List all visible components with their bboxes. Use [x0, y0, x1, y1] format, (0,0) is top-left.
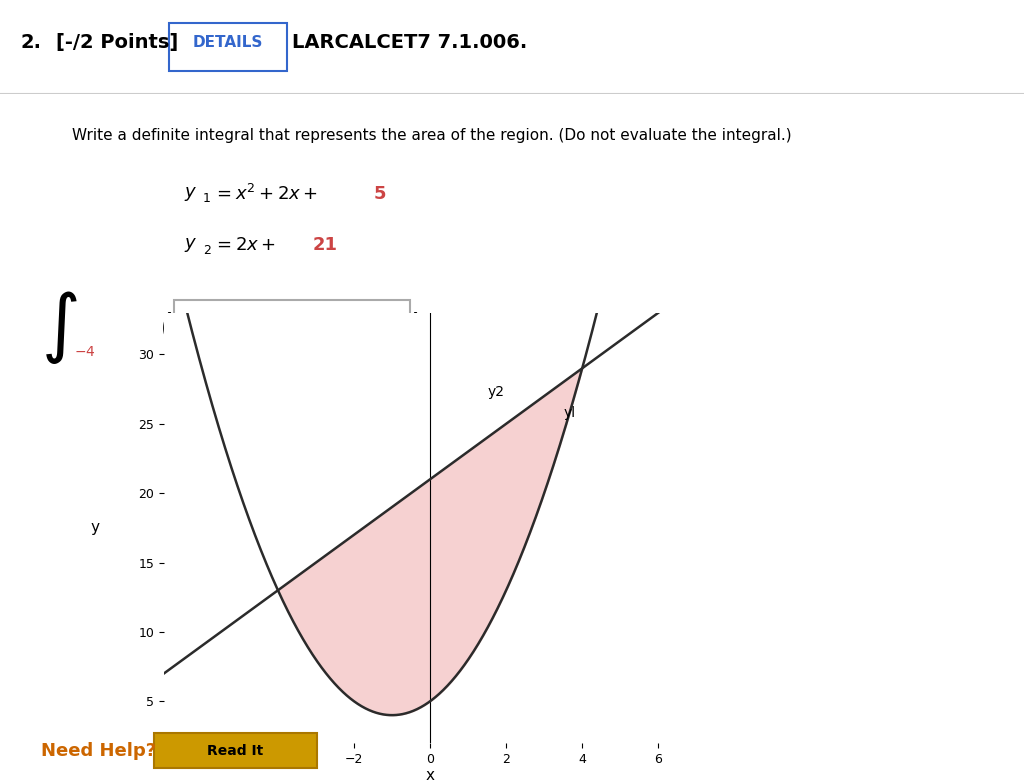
Text: y: y — [91, 520, 100, 536]
Text: $= x^2 + 2x +$: $= x^2 + 2x +$ — [213, 184, 317, 203]
X-axis label: x: x — [426, 769, 434, 782]
Text: [-/2 Points]: [-/2 Points] — [56, 33, 178, 52]
Text: $\int$: $\int$ — [41, 289, 78, 366]
Text: $dx$: $dx$ — [442, 319, 467, 337]
Text: $-4$: $-4$ — [74, 345, 95, 359]
Text: 21: 21 — [312, 236, 337, 254]
Text: yl: yl — [563, 406, 575, 420]
Text: 2.: 2. — [20, 33, 42, 52]
Text: $= 2x +$: $= 2x +$ — [213, 236, 275, 254]
Text: $y$: $y$ — [184, 185, 198, 203]
Text: Write a definite integral that represents the area of the region. (Do not evalua: Write a definite integral that represent… — [72, 128, 792, 143]
Text: LARCALCET7 7.1.006.: LARCALCET7 7.1.006. — [292, 33, 527, 52]
Text: y2: y2 — [487, 385, 504, 399]
Text: DETAILS: DETAILS — [193, 34, 262, 50]
Text: $($: $($ — [159, 310, 175, 346]
Text: 2: 2 — [203, 243, 211, 256]
Text: Read It: Read It — [208, 744, 263, 758]
Text: 1: 1 — [203, 192, 211, 205]
Text: $)$: $)$ — [410, 310, 423, 346]
Text: 5: 5 — [374, 185, 386, 203]
Text: Need Help?: Need Help? — [41, 741, 156, 760]
FancyBboxPatch shape — [174, 300, 410, 355]
FancyBboxPatch shape — [154, 734, 317, 768]
FancyBboxPatch shape — [169, 23, 287, 71]
Text: $y$: $y$ — [184, 236, 198, 254]
